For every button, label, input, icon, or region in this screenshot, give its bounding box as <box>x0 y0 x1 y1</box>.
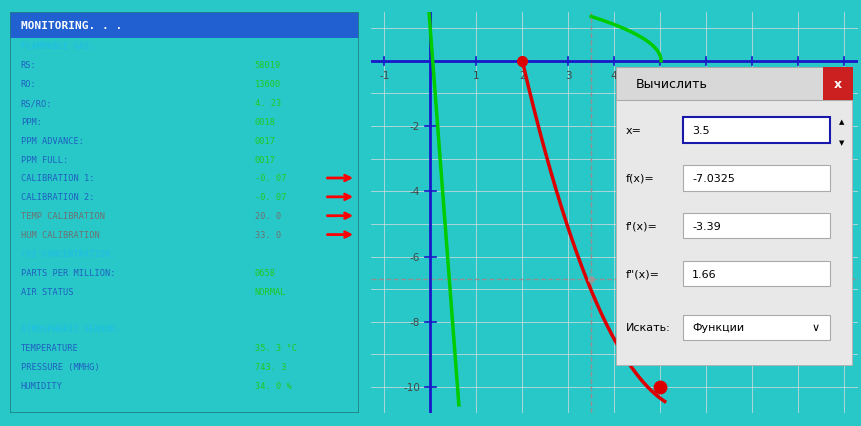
Text: TEMPERATURE: TEMPERATURE <box>21 343 78 352</box>
Text: -0. 07: -0. 07 <box>255 174 286 183</box>
Text: PRESSURE (MMHG): PRESSURE (MMHG) <box>21 362 100 371</box>
Text: 58019: 58019 <box>255 61 281 70</box>
Text: -7.0325: -7.0325 <box>691 173 734 184</box>
Text: x: x <box>833 78 841 91</box>
Text: Вычислить: Вычислить <box>635 78 706 91</box>
Text: PPM:: PPM: <box>21 118 42 127</box>
Text: 7: 7 <box>748 71 754 81</box>
Text: f(x)=: f(x)= <box>625 173 653 184</box>
Bar <box>821 68 852 101</box>
Text: 20. 0: 20. 0 <box>255 212 281 221</box>
Text: Искать:: Искать: <box>625 322 670 333</box>
Text: 13600: 13600 <box>255 80 281 89</box>
Text: 4: 4 <box>610 71 616 81</box>
Text: 0017: 0017 <box>255 136 276 145</box>
Text: PPM FULL:: PPM FULL: <box>21 155 68 164</box>
Text: -2: -2 <box>410 122 420 132</box>
Text: 1.66: 1.66 <box>691 269 716 279</box>
Bar <box>682 261 829 287</box>
Text: ∨: ∨ <box>810 322 819 333</box>
Text: NORMAL: NORMAL <box>255 287 286 296</box>
Text: HUM CALIBRATION: HUM CALIBRATION <box>21 230 100 239</box>
Text: x=: x= <box>625 126 641 136</box>
Text: 9: 9 <box>839 71 846 81</box>
Text: -6: -6 <box>410 252 420 262</box>
Text: 2: 2 <box>518 71 525 81</box>
Text: -10: -10 <box>403 382 420 392</box>
Text: 6: 6 <box>702 71 709 81</box>
Text: RS:: RS: <box>21 61 36 70</box>
Bar <box>682 118 829 144</box>
Bar <box>682 315 829 340</box>
Text: TEMP CALIBRATION: TEMP CALIBRATION <box>21 212 105 221</box>
Text: -4: -4 <box>410 187 420 197</box>
Text: MONITORING. . .: MONITORING. . . <box>21 20 122 31</box>
Bar <box>682 166 829 191</box>
Text: -3.39: -3.39 <box>691 221 720 231</box>
Text: AIR STATUS: AIR STATUS <box>21 287 73 296</box>
Text: 34. 0 %: 34. 0 % <box>255 381 291 390</box>
Text: RS/RO:: RS/RO: <box>21 99 53 108</box>
Text: ▲: ▲ <box>838 119 843 125</box>
Text: PPM ADVANCE:: PPM ADVANCE: <box>21 136 84 145</box>
Text: 0658: 0658 <box>255 268 276 277</box>
Text: CO2 CONCENTRATION:: CO2 CONCENTRATION: <box>21 249 115 258</box>
Text: 0017: 0017 <box>255 155 276 164</box>
Text: 33. 0: 33. 0 <box>255 230 281 239</box>
Text: CALIBRATION 1:: CALIBRATION 1: <box>21 174 94 183</box>
Text: -0. 07: -0. 07 <box>255 193 286 202</box>
Text: 0018: 0018 <box>255 118 276 127</box>
Bar <box>616 68 852 101</box>
Text: ATMOSPHERIC SENSOR:: ATMOSPHERIC SENSOR: <box>21 325 121 334</box>
Text: FLAMMABLE GAS:: FLAMMABLE GAS: <box>21 42 94 51</box>
Text: 8: 8 <box>794 71 801 81</box>
Bar <box>10 13 359 39</box>
Bar <box>682 213 829 239</box>
Text: 3.5: 3.5 <box>691 126 709 136</box>
Text: 4. 23: 4. 23 <box>255 99 281 108</box>
Text: 35. 3 °C: 35. 3 °C <box>255 343 296 352</box>
Text: f'(x)=: f'(x)= <box>625 221 657 231</box>
Text: RO:: RO: <box>21 80 36 89</box>
Text: Функции: Функции <box>691 322 743 333</box>
Text: HUMIDITY: HUMIDITY <box>21 381 63 390</box>
Text: f"(x)=: f"(x)= <box>625 269 659 279</box>
Text: 743. 3: 743. 3 <box>255 362 286 371</box>
Text: ▼: ▼ <box>838 140 843 146</box>
Text: CALIBRATION 2:: CALIBRATION 2: <box>21 193 94 202</box>
Text: 5: 5 <box>656 71 663 81</box>
Text: -8: -8 <box>410 317 420 327</box>
Text: 1: 1 <box>473 71 479 81</box>
Text: 3: 3 <box>564 71 571 81</box>
Text: -1: -1 <box>379 71 389 81</box>
Text: PARTS PER MILLION:: PARTS PER MILLION: <box>21 268 115 277</box>
